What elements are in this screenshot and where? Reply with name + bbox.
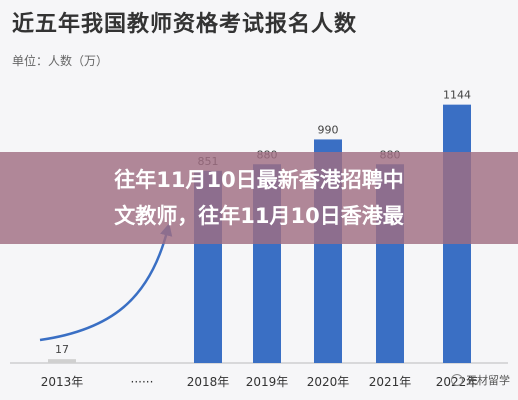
chat-bubble-icon: [451, 374, 463, 386]
headline-line-2: 文教师，往年11月10日香港最: [114, 204, 404, 228]
x-tick-label-2: 2018年: [187, 375, 230, 389]
x-tick-label-4: 2020年: [307, 375, 350, 389]
watermark-text: 天材留学: [466, 374, 510, 387]
data-label-4: 990: [318, 123, 339, 136]
watermark: 天材留学: [451, 372, 510, 388]
x-tick-label-1: ······: [131, 375, 154, 389]
x-tick-label-3: 2019年: [246, 375, 289, 389]
data-label-0: 17: [55, 343, 69, 356]
data-label-6: 1144: [443, 89, 471, 102]
headline-line-1: 往年11月10日最新香港招聘中: [114, 168, 404, 192]
x-tick-label-5: 2021年: [369, 375, 412, 389]
bar-0: [48, 359, 76, 363]
growth-arrow: [39, 223, 173, 342]
chart-title: 近五年我国教师资格考试报名人数: [12, 12, 358, 37]
unit-label: 单位：人数（万）: [12, 54, 109, 68]
x-tick-label-0: 2013年: [41, 375, 84, 389]
headline-overlay: 往年11月10日最新香港招聘中 文教师，往年11月10日香港最: [0, 152, 518, 244]
